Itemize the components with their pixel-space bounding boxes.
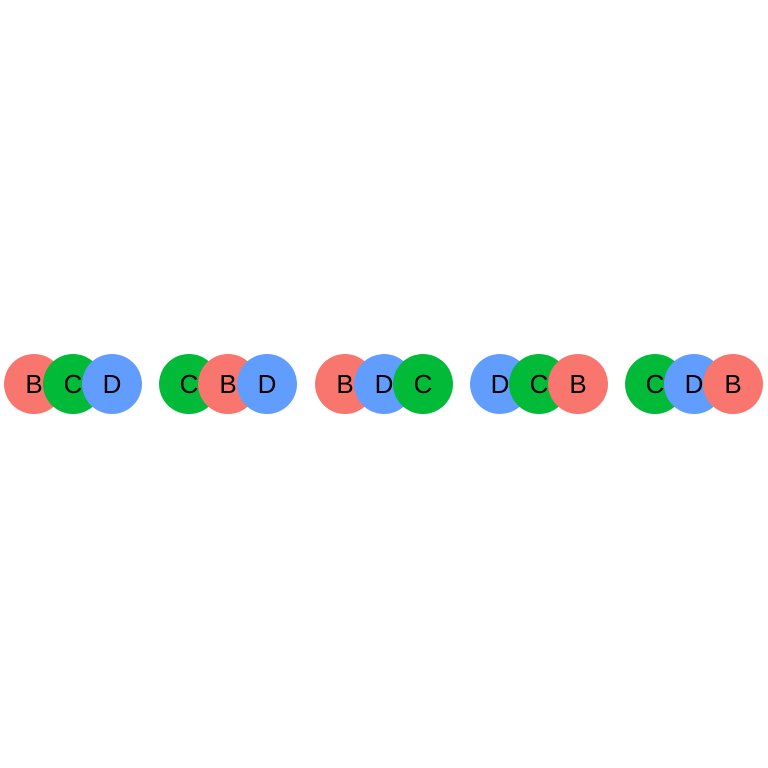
circle-label-D: D — [258, 369, 277, 399]
circle-label-D: D — [685, 369, 704, 399]
circle-B — [548, 354, 608, 414]
circle-D — [82, 354, 142, 414]
circle-label-B: B — [336, 369, 353, 399]
circle-B — [703, 354, 763, 414]
circle-D — [237, 354, 297, 414]
circle-label-D: D — [103, 369, 122, 399]
circle-label-D: D — [491, 369, 510, 399]
circle-label-B: B — [219, 369, 236, 399]
circle-label-C: C — [414, 369, 433, 399]
circle-label-C: C — [180, 369, 199, 399]
circle-label-C: C — [64, 369, 83, 399]
circle-label-B: B — [724, 369, 741, 399]
circle-label-B: B — [25, 369, 42, 399]
circle-label-D: D — [375, 369, 394, 399]
circle-label-C: C — [530, 369, 549, 399]
circle-label-B: B — [569, 369, 586, 399]
circle-C — [393, 354, 453, 414]
circle-label-C: C — [646, 369, 665, 399]
